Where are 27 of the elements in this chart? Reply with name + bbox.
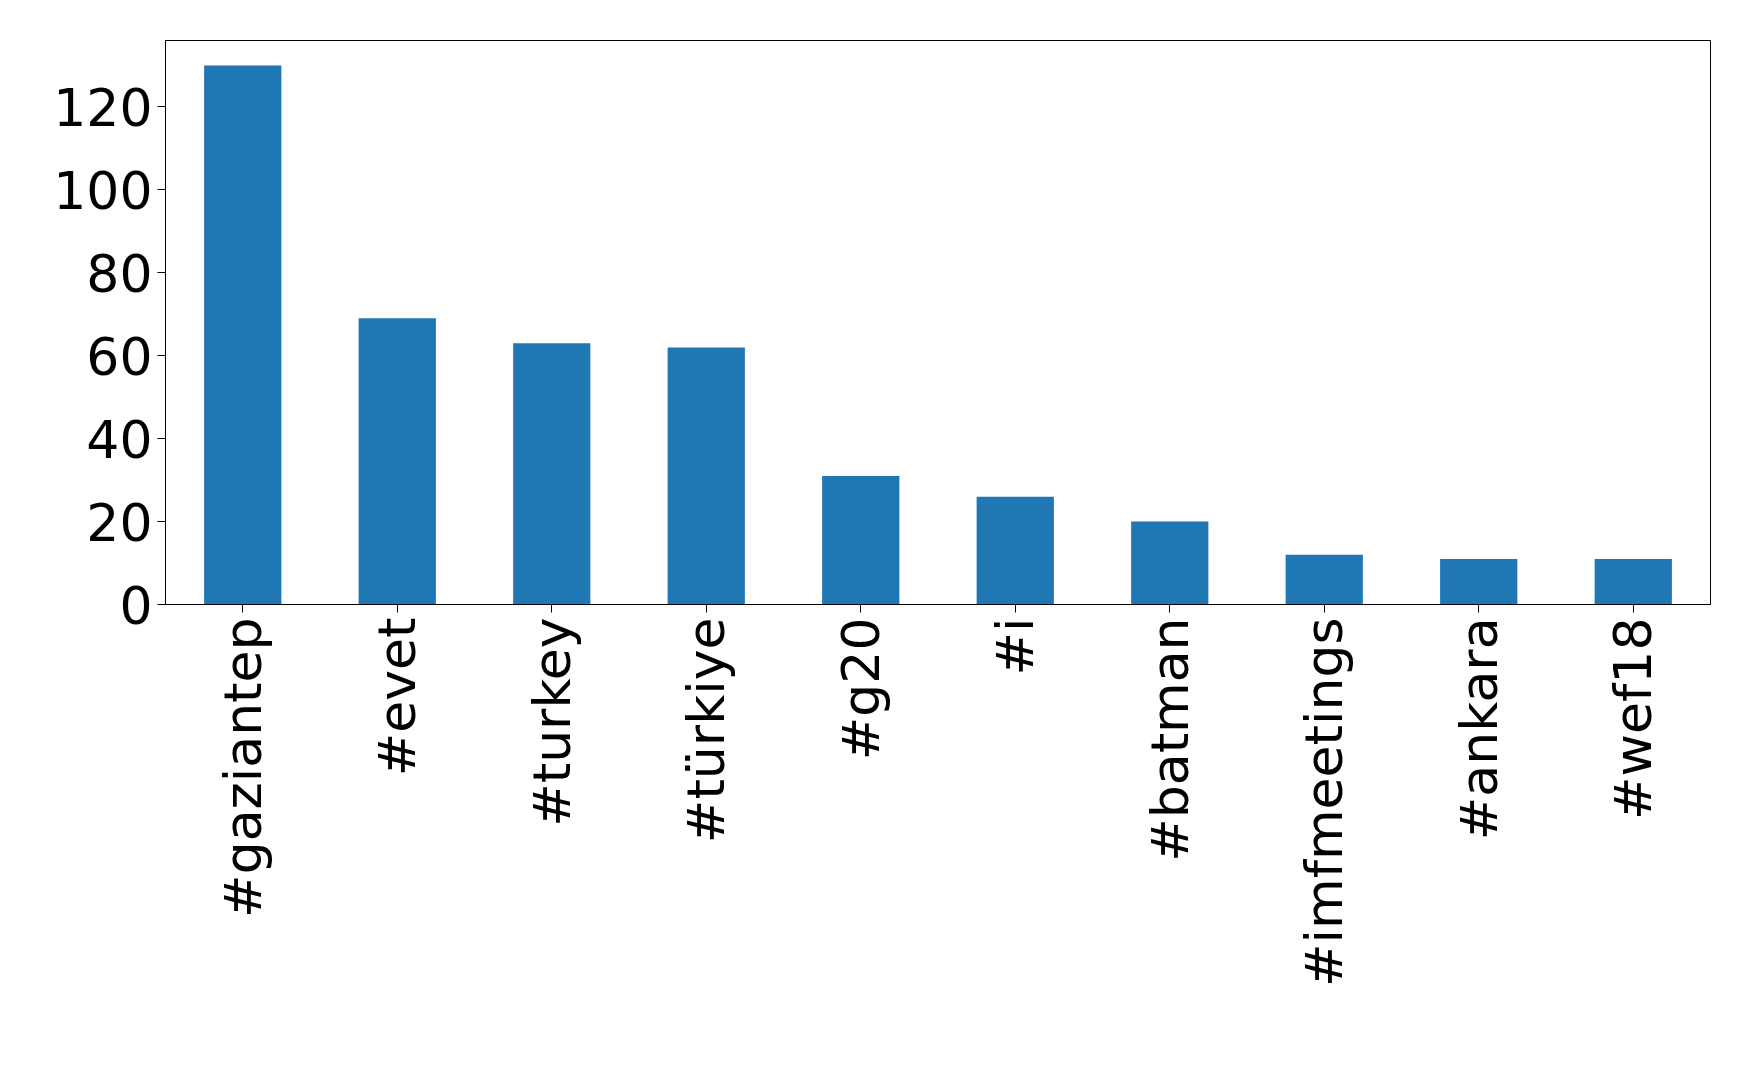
y-tick-label: 120 — [53, 77, 153, 138]
bar — [976, 496, 1054, 605]
bar — [822, 475, 900, 605]
x-tick-label: #ankara — [1448, 617, 1509, 841]
x-tick-label: #g20 — [830, 617, 891, 761]
bar — [358, 318, 436, 605]
y-tick-label: 0 — [119, 575, 153, 636]
bar — [1285, 554, 1363, 605]
x-tick-label: #i — [985, 617, 1046, 676]
x-tick-label: #türkiye — [676, 617, 737, 844]
x-tick-label: #evet — [367, 617, 428, 777]
bar — [1440, 558, 1518, 605]
y-tick-label: 80 — [86, 243, 153, 304]
bar — [667, 347, 745, 605]
x-tick-label: #imfmeetings — [1294, 617, 1355, 988]
y-tick-label: 100 — [53, 160, 153, 221]
x-tick-label: #turkey — [521, 617, 582, 827]
bar — [1131, 521, 1209, 605]
y-tick-label: 40 — [86, 409, 153, 470]
y-tick-label: 20 — [86, 492, 153, 553]
y-tick-label: 60 — [86, 326, 153, 387]
x-tick-label: #gaziantep — [212, 617, 273, 918]
x-tick-label: #batman — [1139, 617, 1200, 862]
bar — [513, 343, 591, 605]
bar — [1594, 558, 1672, 605]
bar — [204, 65, 282, 605]
x-tick-label: #wef18 — [1603, 617, 1664, 821]
